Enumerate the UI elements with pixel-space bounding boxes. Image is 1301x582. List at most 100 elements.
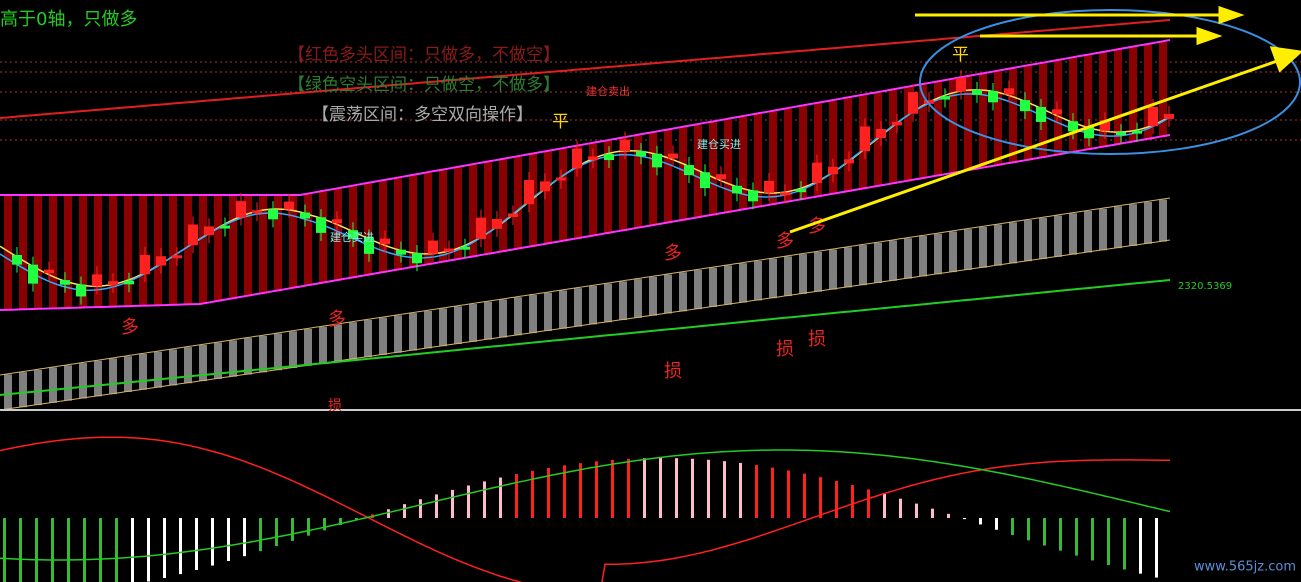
lower-band-bar (844, 247, 852, 288)
macd-bar (1107, 518, 1110, 566)
candle-body (252, 210, 262, 214)
lower-band-bar (799, 254, 807, 294)
channel-bar (229, 195, 237, 299)
channel-bar (604, 140, 612, 234)
channel-bar (769, 111, 777, 205)
candle-body (988, 90, 998, 103)
lower-band-bar (139, 353, 147, 390)
macd-bar (259, 518, 262, 552)
macd-bar (611, 459, 614, 518)
channel-bar (664, 130, 672, 224)
macd-bar (99, 518, 102, 582)
candle-body (284, 201, 294, 210)
lower-band-bar (1024, 220, 1032, 262)
candle-body (956, 78, 966, 92)
candle-body (12, 254, 22, 265)
lower-band-bar (1084, 211, 1092, 253)
macd-bar (1011, 518, 1014, 536)
candle-body (188, 224, 198, 246)
channel-bar (1099, 52, 1107, 148)
macd-bar (755, 465, 758, 518)
channel-bar (1084, 55, 1092, 150)
lower-band-bar (604, 283, 612, 323)
channel-bar (304, 194, 312, 286)
signal-label: 多 (776, 231, 794, 252)
macd-dif (0, 436, 1171, 582)
candle-body (604, 154, 614, 161)
macd-bar (19, 518, 22, 582)
candle-body (924, 100, 934, 104)
candle-body (60, 280, 70, 285)
channel-bar (4, 195, 12, 310)
candle-body (940, 96, 950, 100)
macd-bar (819, 477, 822, 518)
channel-bar (364, 183, 372, 276)
macd-bar (835, 480, 838, 518)
macd-bar (563, 465, 566, 518)
lower-band-bar (739, 263, 747, 303)
lower-band-bar (49, 367, 57, 403)
candle-body (732, 185, 742, 194)
candle-body (1164, 113, 1174, 119)
channel-bar (124, 195, 132, 307)
channel-bar (214, 195, 222, 302)
channel-bar (1159, 41, 1167, 137)
channel-bar (904, 87, 912, 182)
lower-band-bar (649, 276, 657, 316)
lower-band-bar (664, 274, 672, 314)
lower-band-bar (289, 331, 297, 369)
candle-body (508, 213, 518, 218)
channel-lower (0, 134, 1171, 311)
macd-bar (291, 518, 294, 541)
channel-bar (754, 114, 762, 208)
macd-bar (435, 494, 438, 518)
channel-bar (49, 195, 57, 309)
candle-body (428, 240, 438, 254)
candle-body (332, 219, 342, 224)
candle-body (300, 212, 310, 219)
long-ma (0, 279, 1171, 396)
channel-bar (394, 178, 402, 271)
lower-band-bar (949, 231, 957, 273)
channel-bar (1069, 57, 1077, 153)
candle-body (444, 248, 454, 252)
lower-band-bar (304, 329, 312, 366)
lower-band-bar (754, 260, 762, 301)
candle-body (1020, 100, 1030, 112)
highlight-ellipse (919, 9, 1301, 155)
macd-bar (1027, 518, 1030, 541)
lower-band-bar (619, 281, 627, 321)
macd-bar (83, 518, 86, 582)
channel-bar (874, 92, 882, 187)
channel-bar (739, 116, 747, 211)
channel-bar (979, 74, 987, 169)
candle-body (92, 274, 102, 287)
macd-bar (1075, 518, 1078, 556)
signal-label: 多 (664, 243, 682, 264)
macd-bar (3, 518, 6, 582)
lower-band-bar (994, 224, 1002, 266)
macd-bar (1139, 518, 1142, 574)
candle-body (652, 153, 662, 168)
channel-bar (1144, 44, 1152, 140)
macd-bar (195, 518, 198, 570)
candle-body (716, 174, 726, 180)
candle-body (76, 284, 86, 297)
legend-bull: 【红色多头区间：只做多，不做空】 (288, 45, 560, 65)
lower-band-bar (709, 267, 717, 307)
candle-body (204, 226, 214, 236)
lower-band-bar (784, 256, 792, 297)
channel-bar (994, 71, 1002, 166)
channel-bar (184, 195, 192, 305)
channel-bar (19, 195, 27, 310)
lower-band-bar (679, 272, 687, 312)
macd-bar (627, 458, 630, 518)
macd-bar (179, 518, 182, 575)
candle-body (156, 256, 166, 266)
candle-body (236, 201, 246, 218)
candle-body (796, 189, 806, 193)
lower-band-bar (964, 229, 972, 270)
channel-bar (799, 106, 807, 200)
channel-bar (484, 162, 492, 255)
lower-band-bar (499, 299, 507, 338)
